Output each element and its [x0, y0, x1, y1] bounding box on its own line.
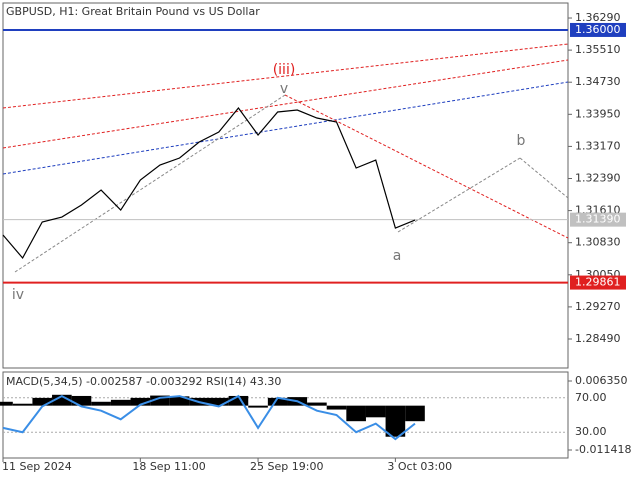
y-tick-label: 1.33170	[575, 139, 621, 152]
y-tick-label: 1.28490	[575, 332, 621, 345]
level-label: 1.29861	[575, 276, 621, 289]
y-tick-label: 1.30830	[575, 236, 621, 249]
y-tick-label: 1.35510	[575, 43, 621, 56]
macd-bar	[346, 405, 366, 422]
macd-bar	[405, 405, 425, 422]
wave-line	[397, 157, 521, 233]
macd-bar	[326, 405, 347, 410]
macd-bar	[0, 401, 13, 406]
y-tick-label: 1.36290	[575, 11, 621, 24]
trend-line	[2, 59, 569, 149]
macd-bar	[150, 395, 170, 406]
trend-line	[284, 94, 569, 239]
level-box	[570, 275, 626, 290]
level-box	[570, 212, 626, 227]
x-tick-label: 18 Sep 11:00	[132, 460, 205, 473]
y-tick-label: 1.32390	[575, 172, 621, 185]
macd-bar	[267, 397, 288, 406]
y-tick-label: 0.006350	[575, 374, 628, 387]
annotation: a	[393, 248, 402, 264]
macd-bar	[228, 395, 249, 406]
wave-line	[519, 157, 569, 199]
annotation: b	[517, 133, 526, 149]
macd-bar	[385, 405, 406, 437]
macd-bar	[209, 397, 229, 406]
y-tick-label: 1.33950	[575, 107, 621, 120]
indicator-title: MACD(5,34,5) -0.002587 -0.003292 RSI(14)…	[6, 375, 281, 388]
x-tick-label: 11 Sep 2024	[2, 460, 72, 473]
y-tick-label: 1.34730	[575, 75, 621, 88]
annotation: iv	[12, 287, 24, 303]
level-label: 1.31390	[575, 213, 621, 226]
macd-bar	[248, 405, 268, 408]
macd-bar	[52, 394, 72, 406]
x-tick-label: 25 Sep 19:00	[250, 460, 323, 473]
macd-bar	[91, 401, 111, 406]
level-label: 1.36000	[575, 23, 621, 36]
y-tick-label: 1.29270	[575, 300, 621, 313]
x-tick-label: 3 Oct 03:00	[387, 460, 452, 473]
annotation: (iii)	[273, 62, 296, 78]
indicator-panel	[2, 371, 569, 459]
macd-bar	[71, 395, 92, 406]
macd-bar	[12, 403, 33, 406]
wave-line	[14, 94, 286, 273]
macd-bar	[365, 405, 386, 418]
price-line	[2, 107, 416, 260]
macd-bar	[169, 396, 190, 406]
macd-bar	[307, 402, 327, 406]
macd-bar	[130, 397, 151, 406]
main-panel	[2, 2, 569, 369]
level-box	[570, 22, 626, 37]
macd-bar	[110, 399, 131, 406]
macd-bar	[32, 397, 53, 406]
chart-title: GBPUSD, H1: Great Britain Pound vs US Do…	[6, 5, 260, 18]
y-tick-label: 70.00	[575, 391, 607, 404]
rsi-line	[2, 394, 416, 441]
trend-line	[2, 81, 569, 175]
annotation: v	[280, 81, 288, 97]
y-tick-label: -0.011418	[575, 443, 631, 456]
y-tick-label: 30.00	[575, 425, 607, 438]
